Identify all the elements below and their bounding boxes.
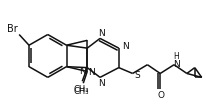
Text: N: N [87, 68, 94, 77]
Text: N: N [78, 67, 85, 76]
Text: N: N [172, 60, 179, 69]
Text: S: S [134, 71, 140, 80]
Text: O: O [157, 91, 164, 100]
Text: H: H [172, 52, 178, 61]
Text: N: N [122, 42, 129, 51]
Text: CH₃: CH₃ [73, 85, 89, 94]
Text: N: N [97, 29, 104, 38]
Text: Br: Br [7, 24, 18, 34]
Text: CH₃: CH₃ [73, 86, 89, 96]
Text: N: N [97, 79, 104, 88]
